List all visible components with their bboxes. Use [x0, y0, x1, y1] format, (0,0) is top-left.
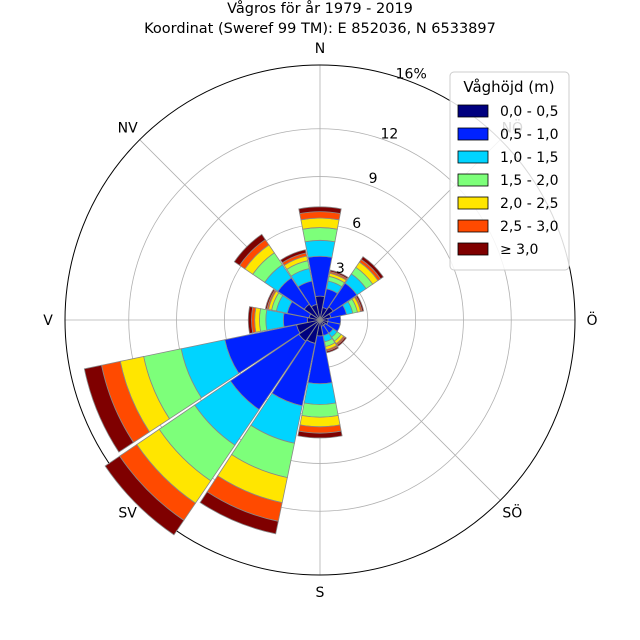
bar-NÖ-band-7 — [360, 256, 384, 280]
chart-subtitle: Koordinat (Sweref 99 TM): E 852036, N 65… — [144, 21, 496, 37]
direction-label-Ö: Ö — [586, 311, 597, 329]
legend-label-3: 1,0 - 1,5 — [500, 150, 558, 166]
direction-label-SV: SV — [118, 505, 137, 521]
bar-NNÖ-band-7 — [329, 269, 349, 280]
bar-SV-band-7 — [104, 455, 185, 536]
bar-N-band-5 — [300, 217, 340, 230]
legend-swatch-3 — [457, 150, 489, 164]
direction-label-N: N — [315, 41, 325, 57]
bar-N-band-4 — [302, 227, 338, 243]
legend-label-1: 0,0 - 0,5 — [500, 104, 558, 120]
direction-label-V: V — [43, 313, 53, 329]
direction-label-NV: NV — [118, 121, 138, 137]
ring-label-1: 3 — [336, 261, 345, 277]
bar-V-band-3 — [265, 309, 285, 331]
bar-V-band-7 — [247, 306, 254, 334]
rose-bars — [83, 206, 384, 536]
outer-circle — [64, 64, 576, 576]
legend-swatch-1 — [457, 104, 489, 118]
legend-title: Våghöjd (m) — [463, 78, 554, 96]
ring-label-4: 12 — [380, 126, 398, 142]
bar-NNV-band-7 — [280, 249, 307, 264]
bar-NV-band-7 — [233, 233, 266, 266]
legend-label-2: 0,5 - 1,0 — [500, 127, 558, 143]
chart-title: Vågros för år 1979 - 2019 — [227, 0, 413, 17]
bar-VSV-band-7 — [83, 364, 135, 453]
legend-label-4: 1,5 - 2,0 — [500, 173, 558, 189]
legend-label-5: 2,0 - 2,5 — [500, 196, 558, 212]
bar-V-band-4 — [259, 308, 268, 332]
bar-SÖ-band-7 — [336, 336, 347, 347]
bar-N-band-7 — [298, 206, 342, 215]
ring-label-2: 6 — [352, 216, 361, 232]
grid-spoke — [319, 319, 501, 501]
bar-S-band-7 — [297, 430, 343, 439]
legend-swatch-5 — [457, 196, 489, 210]
bar-VNV-band-7 — [264, 288, 276, 310]
bar-SSV-band-7 — [199, 491, 279, 535]
bar-S-band-5 — [299, 415, 341, 428]
bar-SSÖ-band-7 — [325, 346, 339, 354]
legend-label-6: 2,5 - 3,0 — [500, 219, 558, 235]
ring-label-3: 9 — [369, 171, 378, 187]
ring-label-5: 16% — [396, 66, 427, 82]
ring-labels: 3 6 9 12 16% — [336, 66, 427, 277]
legend: Våghöjd (m) 0,0 - 0,5 0,5 - 1,0 1,0 - 1,5 1… — [449, 71, 570, 271]
bar-N-band-3 — [304, 239, 336, 258]
legend-label-7: ≥ 3,0 — [500, 242, 538, 258]
direction-label-S: S — [316, 585, 325, 601]
bar-S-band-3 — [303, 382, 337, 405]
bar-ÖNÖ-band-7 — [355, 294, 365, 312]
legend-swatch-2 — [457, 127, 489, 141]
direction-label-SÖ: SÖ — [502, 503, 522, 521]
legend-frame — [449, 71, 570, 271]
legend-swatch-6 — [457, 219, 489, 233]
legend-swatch-4 — [457, 173, 489, 187]
bar-S-band-4 — [301, 402, 339, 418]
legend-swatch-7 — [457, 242, 489, 256]
